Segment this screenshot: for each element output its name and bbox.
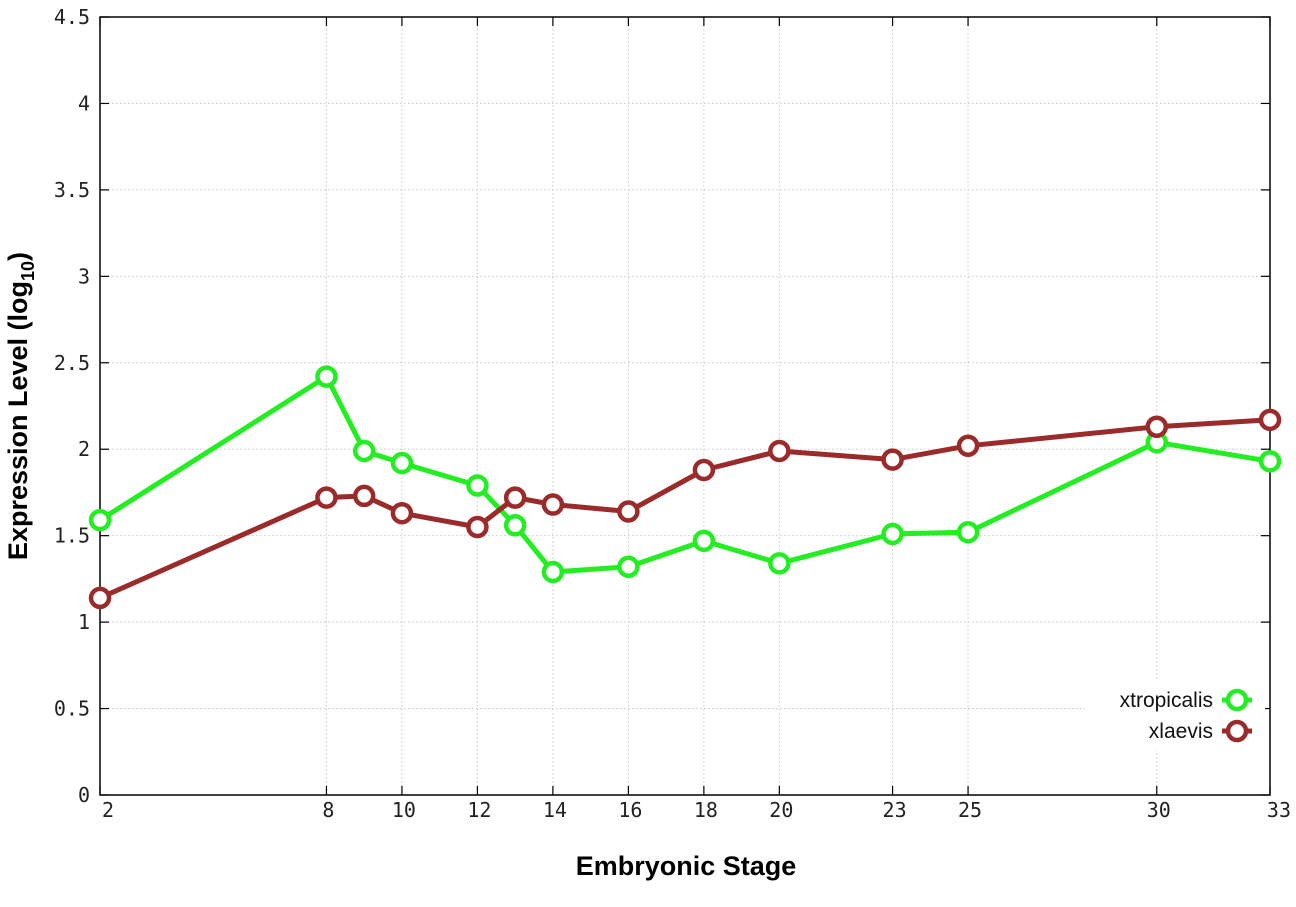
y-tick-label: 1 bbox=[78, 610, 90, 634]
series-xtropicalis bbox=[88, 365, 1282, 584]
x-tick-label: 25 bbox=[958, 798, 982, 822]
data-point-xlaevis bbox=[541, 493, 565, 516]
y-tick-label: 2.5 bbox=[54, 351, 90, 375]
data-point-xtropicalis bbox=[1258, 450, 1282, 473]
legend-label-xtropicalis: xtropicalis bbox=[1120, 689, 1213, 712]
data-point-xlaevis bbox=[692, 458, 716, 482]
x-tick-label: 8 bbox=[322, 798, 334, 822]
grid bbox=[100, 17, 1270, 795]
x-tick-label: 33 bbox=[1267, 798, 1291, 822]
x-tick-label: 30 bbox=[1147, 798, 1171, 822]
data-point-xlaevis bbox=[503, 486, 527, 509]
legend-label-xlaevis: xlaevis bbox=[1149, 720, 1213, 743]
legend-marker-xtropicalis bbox=[1225, 688, 1249, 712]
x-tick-label: 16 bbox=[618, 798, 642, 822]
data-point-xtropicalis bbox=[881, 522, 904, 546]
legend: xtropicalis xlaevis bbox=[1085, 680, 1265, 750]
data-point-xtropicalis bbox=[352, 439, 376, 463]
y-tick-label: 0.5 bbox=[54, 697, 90, 721]
data-point-xtropicalis bbox=[692, 529, 716, 553]
x-tick-label: 23 bbox=[883, 798, 907, 822]
y-tick-label: 2 bbox=[78, 437, 90, 461]
x-tick-label: 2 bbox=[102, 798, 114, 822]
data-point-xlaevis bbox=[881, 448, 904, 471]
data-point-xlaevis bbox=[956, 434, 980, 458]
data-point-xtropicalis bbox=[390, 451, 414, 475]
data-point-xtropicalis bbox=[466, 474, 489, 497]
data-point-xlaevis bbox=[617, 500, 640, 523]
data-point-xtropicalis bbox=[315, 365, 338, 388]
y-tick-label: 3 bbox=[78, 264, 90, 288]
data-point-xlaevis bbox=[390, 501, 414, 525]
y-axis-title-close: ) bbox=[3, 252, 33, 261]
x-tick-label: 14 bbox=[543, 798, 567, 822]
data-point-xlaevis bbox=[1258, 408, 1282, 432]
data-point-xtropicalis bbox=[88, 508, 112, 532]
y-tick-label: 4 bbox=[78, 91, 90, 115]
data-point-xlaevis bbox=[466, 515, 489, 539]
y-tick-labels: 0 0.5 1 1.5 2 2.5 3 3.5 4 4.5 bbox=[54, 5, 90, 807]
x-tick-labels: 2 8 10 12 14 16 18 20 23 25 30 33 bbox=[102, 798, 1291, 822]
data-point-xlaevis bbox=[768, 439, 791, 463]
data-point-xlaevis bbox=[1145, 415, 1169, 438]
x-tick-label: 10 bbox=[392, 798, 416, 822]
data-point-xlaevis bbox=[315, 486, 338, 509]
x-axis-title: Embryonic Stage bbox=[576, 851, 797, 881]
x-tick-label: 20 bbox=[769, 798, 793, 822]
y-tick-label: 0 bbox=[78, 783, 90, 807]
x-tick-label: 18 bbox=[694, 798, 718, 822]
y-axis-title-main: Expression Level (log bbox=[3, 281, 33, 560]
data-point-xlaevis bbox=[88, 586, 112, 610]
data-point-xlaevis bbox=[352, 484, 376, 508]
data-point-xtropicalis bbox=[768, 552, 791, 575]
y-tick-label: 4.5 bbox=[54, 5, 90, 29]
x-tick-label: 12 bbox=[467, 798, 491, 822]
legend-marker-xlaevis bbox=[1225, 719, 1249, 743]
y-axis-title: Expression Level (log10) bbox=[3, 252, 38, 560]
y-tick-label: 1.5 bbox=[54, 524, 90, 548]
data-point-xtropicalis bbox=[541, 560, 565, 584]
series-xlaevis bbox=[88, 408, 1282, 610]
plot-frame bbox=[99, 16, 1271, 796]
y-tick-label: 3.5 bbox=[54, 178, 90, 202]
data-point-xtropicalis bbox=[956, 520, 980, 544]
data-point-xtropicalis bbox=[617, 555, 640, 579]
series-line-xtropicalis bbox=[98, 374, 1271, 575]
data-point-xtropicalis bbox=[503, 514, 527, 537]
series-line-xlaevis bbox=[98, 417, 1271, 601]
y-axis-title-subscript: 10 bbox=[18, 261, 38, 281]
series-layer bbox=[88, 365, 1282, 610]
